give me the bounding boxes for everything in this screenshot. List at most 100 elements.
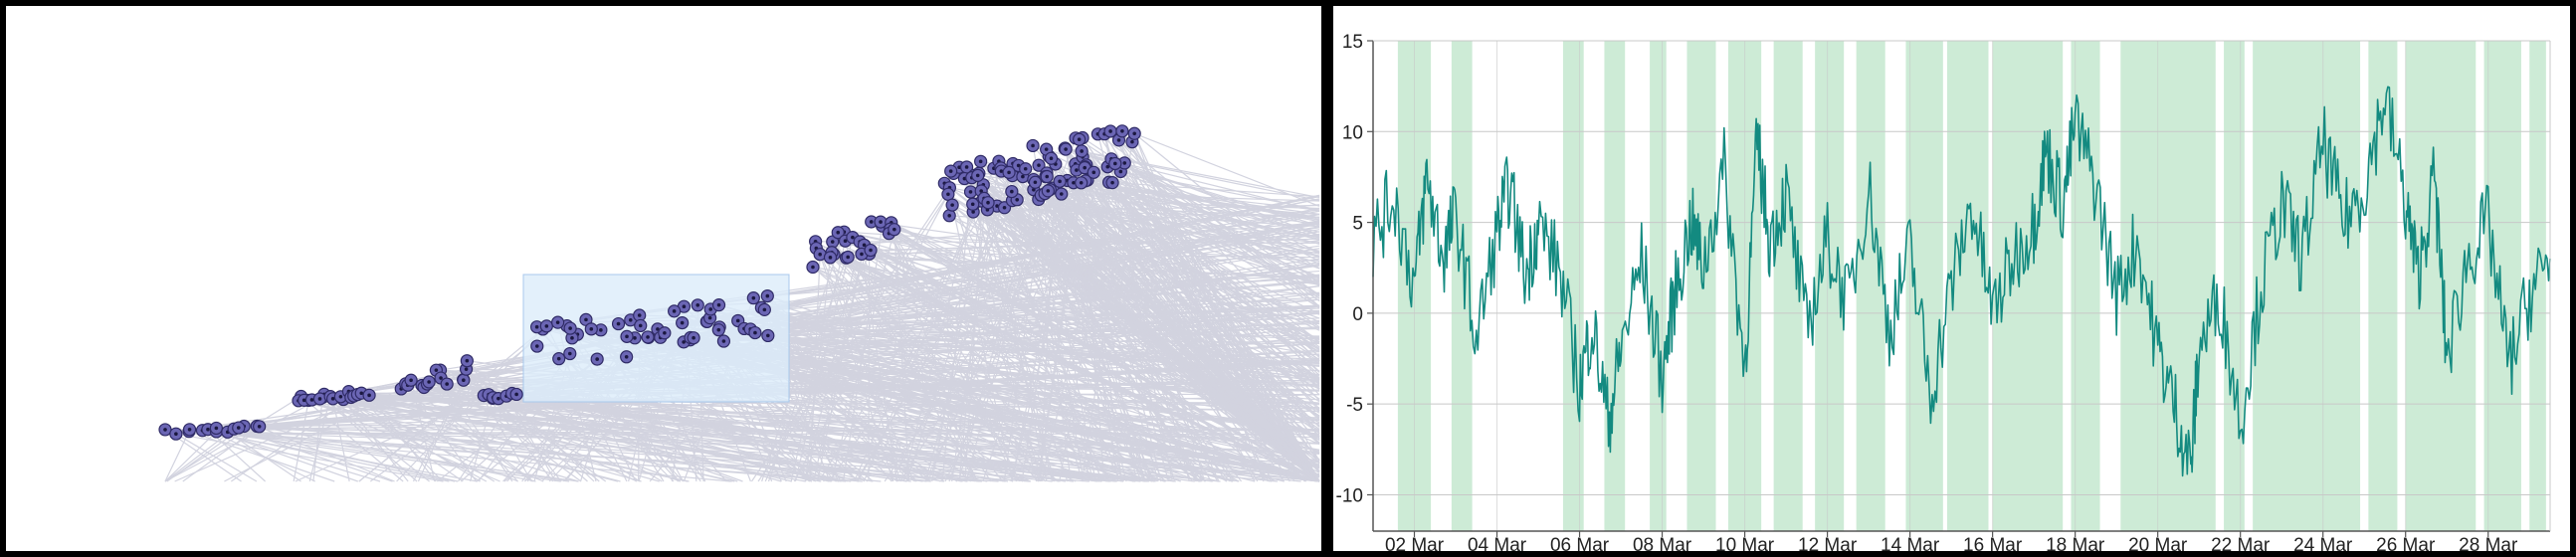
graph-node[interactable] bbox=[563, 346, 577, 361]
graph-node[interactable] bbox=[1026, 138, 1040, 153]
graph-node[interactable] bbox=[1053, 174, 1067, 188]
graph-node[interactable] bbox=[457, 373, 471, 387]
graph-node[interactable] bbox=[841, 250, 855, 265]
graph-node[interactable] bbox=[1105, 176, 1119, 190]
y-tick-label: 0 bbox=[1352, 304, 1363, 325]
graph-node[interactable] bbox=[579, 312, 593, 326]
graph-node[interactable] bbox=[169, 427, 183, 441]
graph-link bbox=[188, 431, 335, 482]
graph-node[interactable] bbox=[1059, 142, 1073, 156]
graph-node[interactable] bbox=[1075, 176, 1089, 190]
graph-node[interactable] bbox=[941, 187, 955, 201]
x-tick-label: 18 Mar bbox=[2046, 535, 2105, 551]
graph-node[interactable] bbox=[658, 326, 672, 340]
graph-node[interactable] bbox=[761, 328, 775, 343]
graph-link bbox=[164, 395, 301, 482]
graph-node[interactable] bbox=[963, 185, 978, 199]
graph-node[interactable] bbox=[711, 298, 726, 312]
graph-node[interactable] bbox=[1002, 165, 1016, 179]
graph-node[interactable] bbox=[865, 215, 879, 229]
graph-node[interactable] bbox=[691, 298, 704, 312]
graph-node[interactable] bbox=[1028, 175, 1043, 189]
graph-node[interactable] bbox=[974, 154, 988, 168]
graph-node[interactable] bbox=[748, 325, 762, 340]
graph-node[interactable] bbox=[1041, 184, 1055, 198]
graph-node[interactable] bbox=[942, 209, 956, 223]
graph-node[interactable] bbox=[1073, 132, 1087, 146]
graph-node[interactable] bbox=[158, 423, 172, 437]
graph-link bbox=[963, 178, 1038, 482]
graph-node[interactable] bbox=[611, 316, 626, 331]
graph-node[interactable] bbox=[551, 315, 565, 329]
graph-node[interactable] bbox=[831, 226, 845, 240]
graph-node[interactable] bbox=[634, 318, 648, 333]
graph-link bbox=[1111, 182, 1320, 482]
graph-node[interactable] bbox=[823, 251, 838, 265]
graph-node[interactable] bbox=[1019, 162, 1033, 176]
graph-link bbox=[812, 267, 1059, 482]
graph-node[interactable] bbox=[1087, 165, 1100, 179]
graph-node[interactable] bbox=[620, 350, 634, 364]
graph-link bbox=[1064, 148, 1159, 482]
graph-node[interactable] bbox=[584, 322, 598, 336]
x-tick-label: 20 Mar bbox=[2128, 535, 2188, 551]
graph-link bbox=[164, 428, 235, 482]
graph-node[interactable] bbox=[1040, 169, 1054, 184]
graph-node[interactable] bbox=[209, 421, 223, 436]
graph-node[interactable] bbox=[1032, 158, 1046, 172]
graph-node[interactable] bbox=[440, 377, 454, 391]
graph-node[interactable] bbox=[888, 223, 901, 237]
graph-node[interactable] bbox=[806, 260, 820, 275]
graph-link bbox=[164, 431, 190, 482]
graph-node[interactable] bbox=[552, 352, 566, 366]
graph-node[interactable] bbox=[864, 243, 878, 258]
x-tick-label: 14 Mar bbox=[1881, 535, 1940, 551]
graph-link bbox=[1041, 163, 1116, 482]
graph-node[interactable] bbox=[1044, 151, 1059, 165]
graph-node[interactable] bbox=[182, 423, 197, 437]
graph-node[interactable] bbox=[509, 387, 523, 402]
graph-node[interactable] bbox=[422, 375, 436, 389]
graph-node[interactable] bbox=[404, 373, 418, 387]
graph-link bbox=[353, 395, 735, 482]
graph-node[interactable] bbox=[1055, 187, 1069, 201]
graph-node[interactable] bbox=[312, 392, 327, 406]
graph-node[interactable] bbox=[971, 168, 985, 182]
graph-node[interactable] bbox=[594, 323, 608, 337]
graph-link bbox=[428, 381, 638, 482]
graph-node[interactable] bbox=[760, 288, 774, 303]
graph-node[interactable] bbox=[1075, 144, 1089, 158]
graph-node[interactable] bbox=[711, 323, 725, 337]
graph-node[interactable] bbox=[944, 164, 958, 178]
graph-node[interactable] bbox=[1127, 126, 1141, 140]
graph-node[interactable] bbox=[620, 329, 634, 343]
graph-node[interactable] bbox=[1103, 124, 1117, 138]
graph-node[interactable] bbox=[746, 291, 760, 305]
graph-node[interactable] bbox=[676, 315, 690, 330]
graph-node[interactable] bbox=[362, 388, 376, 402]
graph-node[interactable] bbox=[716, 334, 731, 348]
graph-node[interactable] bbox=[641, 330, 655, 344]
graph-node[interactable] bbox=[563, 321, 577, 335]
graph-link bbox=[793, 194, 949, 482]
graph-node[interactable] bbox=[590, 352, 604, 366]
network-graph bbox=[158, 124, 1320, 482]
graph-node[interactable] bbox=[1108, 156, 1122, 171]
graph-link bbox=[1046, 176, 1320, 482]
graph-node[interactable] bbox=[1115, 124, 1129, 138]
graph-node[interactable] bbox=[539, 319, 553, 333]
graph-link bbox=[466, 368, 554, 482]
graph-node[interactable] bbox=[687, 331, 700, 345]
graph-node[interactable] bbox=[1005, 184, 1019, 199]
graph-node[interactable] bbox=[460, 354, 474, 368]
graph-node[interactable] bbox=[981, 196, 995, 210]
graph-node[interactable] bbox=[757, 302, 771, 316]
graph-node[interactable] bbox=[253, 420, 267, 434]
y-tick-label: -10 bbox=[1336, 485, 1363, 506]
graph-node[interactable] bbox=[530, 339, 544, 353]
graph-link bbox=[300, 396, 404, 482]
graph-node[interactable] bbox=[668, 304, 682, 318]
graph-node[interactable] bbox=[966, 197, 980, 211]
graph-node[interactable] bbox=[945, 198, 959, 212]
graph-node[interactable] bbox=[232, 421, 246, 435]
